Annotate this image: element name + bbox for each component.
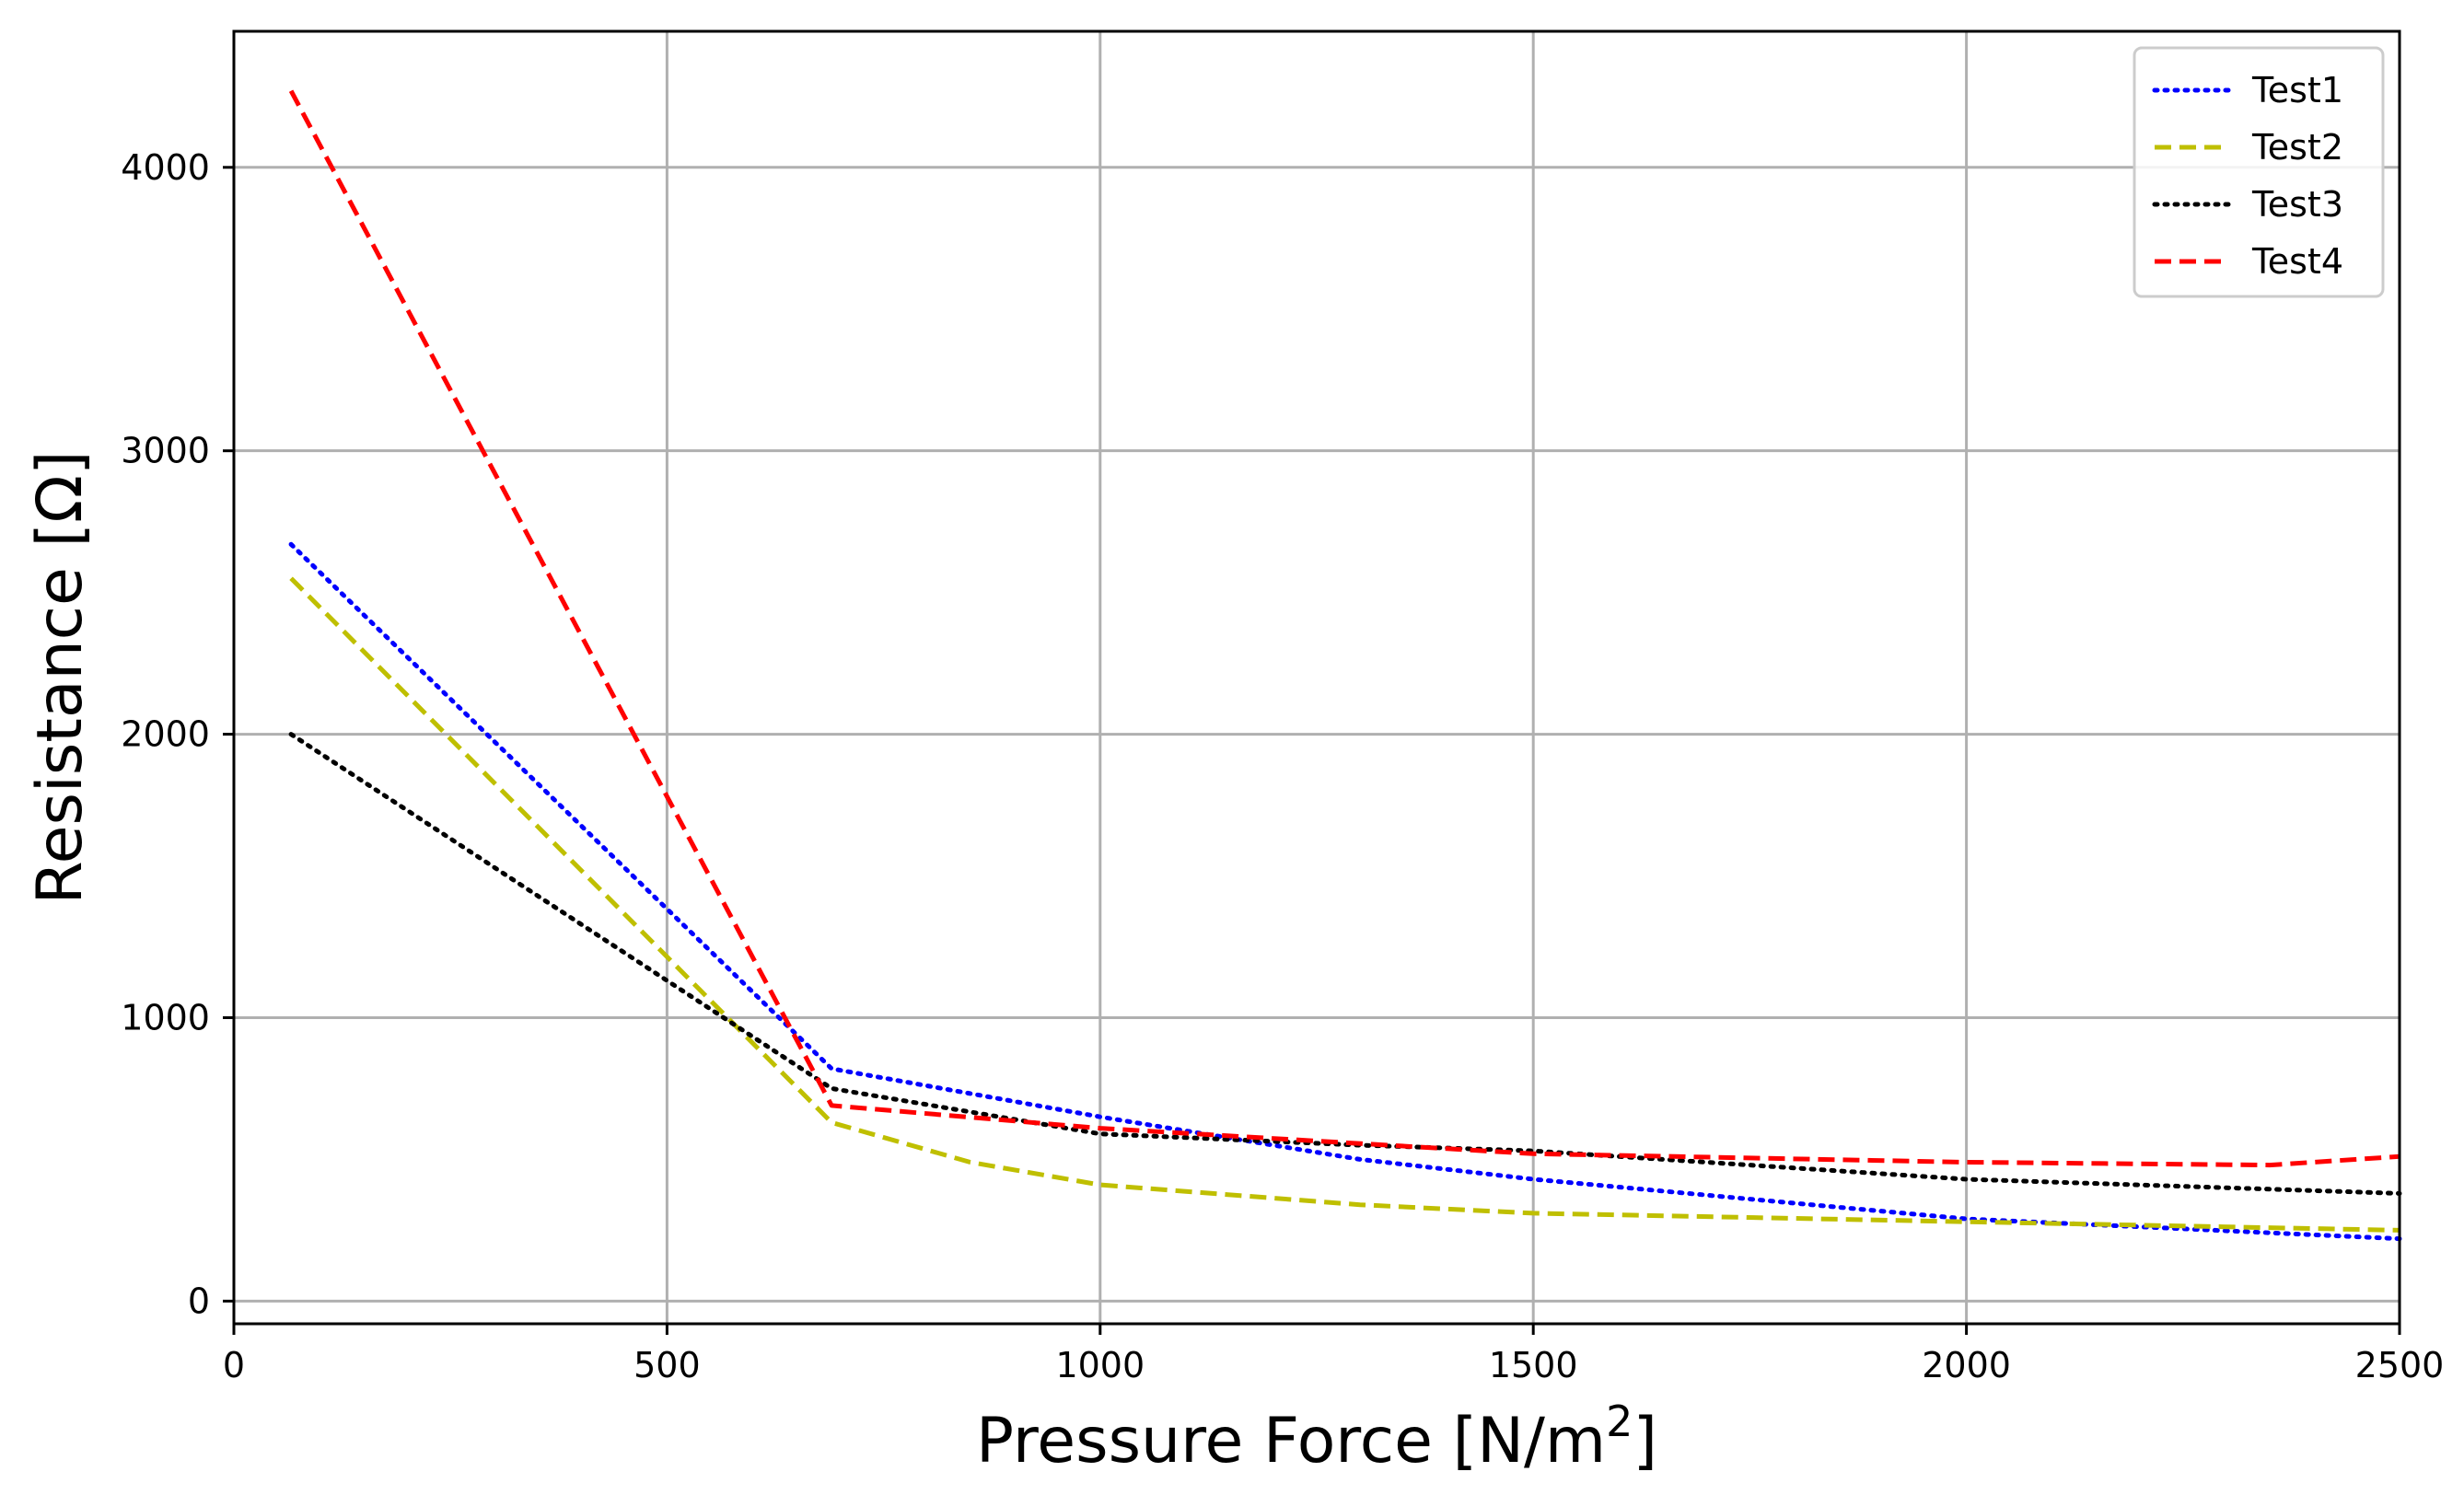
- legend-box: [2133, 46, 2385, 298]
- series-line-test1: [288, 541, 2402, 1242]
- x-axis-label-superscript: 2: [1606, 1396, 1633, 1446]
- plot-frame: [232, 29, 2401, 1326]
- y-tick-label: 1000: [121, 997, 210, 1037]
- y-tick-label: 3000: [121, 431, 210, 471]
- legend-label-test2: Test2: [2251, 127, 2343, 168]
- legend-label-test4: Test4: [2251, 241, 2343, 282]
- y-tick-label: 4000: [121, 147, 210, 188]
- series-lines: [288, 89, 2402, 1242]
- y-tick-label: 2000: [121, 714, 210, 755]
- series-line-test4: [288, 89, 2400, 1168]
- x-tick-label: 1500: [1489, 1345, 1578, 1385]
- legend-label-test1: Test1: [2251, 70, 2343, 110]
- x-tick-label: 0: [223, 1345, 245, 1385]
- y-tick-label: 0: [188, 1281, 210, 1321]
- legend-label-test3: Test3: [2251, 184, 2343, 225]
- x-tick-label: 500: [633, 1345, 701, 1385]
- x-tick-label: 1000: [1055, 1345, 1145, 1385]
- x-tick-label: 2500: [2355, 1345, 2445, 1385]
- x-axis-label-main: Pressure Force [N/m: [976, 1405, 1606, 1478]
- x-axis-label: Pressure Force [N/m2]: [976, 1396, 1657, 1478]
- y-axis-label: Resistance [Ω]: [24, 450, 97, 904]
- axis-ticks: 0 500 1000 1500 2000 2500 0 1000 2000 3000 4000: [121, 147, 2444, 1385]
- x-axis-label-suffix: ]: [1633, 1405, 1657, 1478]
- series-line-test2: [289, 576, 2400, 1233]
- legend: Test1 Test2 Test3 Test4: [2133, 46, 2385, 298]
- x-tick-label: 2000: [1922, 1345, 2011, 1385]
